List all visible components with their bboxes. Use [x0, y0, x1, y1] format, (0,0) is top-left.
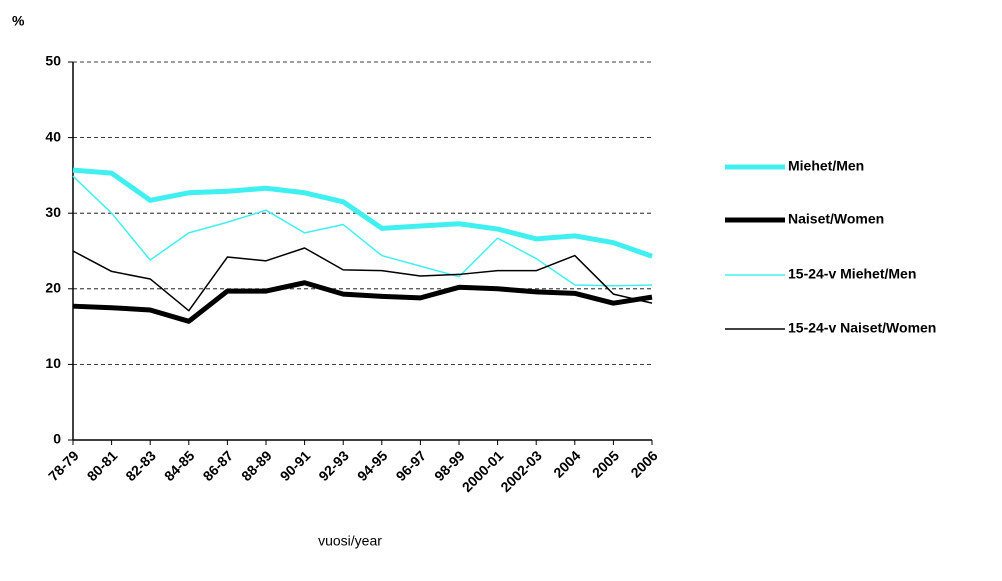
x-tick-label: 88-89 — [238, 447, 275, 484]
y-tick-label: 0 — [53, 431, 61, 447]
x-tick-label: 82-83 — [122, 447, 159, 484]
y-tick-label: 50 — [45, 53, 61, 69]
x-tick-label: 84-85 — [161, 447, 198, 484]
series-line — [72, 167, 653, 259]
legend-label: 15-24-v Naiset/Women — [788, 320, 936, 336]
y-tick-label: 40 — [45, 128, 61, 144]
series-line — [72, 247, 653, 312]
x-tick-label: 96-97 — [393, 447, 430, 484]
series-line — [72, 280, 653, 324]
x-tick-label: 2005 — [589, 447, 622, 480]
x-tick-label: 90-91 — [277, 447, 314, 484]
x-tick-label: 98-99 — [431, 447, 468, 484]
x-tick-label: 2006 — [627, 447, 660, 480]
legend-label: 15-24-v Miehet/Men — [788, 266, 916, 282]
x-tick-label: 78-79 — [45, 447, 82, 484]
legend-label: Naiset/Women — [788, 211, 884, 227]
series-line — [72, 175, 653, 287]
x-tick-label: 2000-01 — [459, 447, 507, 495]
x-tick-label: 2004 — [550, 447, 583, 480]
y-tick-label: 30 — [45, 204, 61, 220]
x-tick-label: 80-81 — [84, 447, 121, 484]
y-axis-label: % — [12, 13, 25, 29]
x-tick-label: 94-95 — [354, 447, 391, 484]
legend-label: Miehet/Men — [788, 158, 864, 174]
x-tick-label: 92-93 — [315, 447, 352, 484]
y-tick-label: 20 — [45, 280, 61, 296]
x-axis-label: vuosi/year — [318, 533, 382, 549]
y-tick-label: 10 — [45, 355, 61, 371]
x-tick-label: 86-87 — [200, 447, 237, 484]
x-tick-label: 2002-03 — [497, 447, 545, 495]
